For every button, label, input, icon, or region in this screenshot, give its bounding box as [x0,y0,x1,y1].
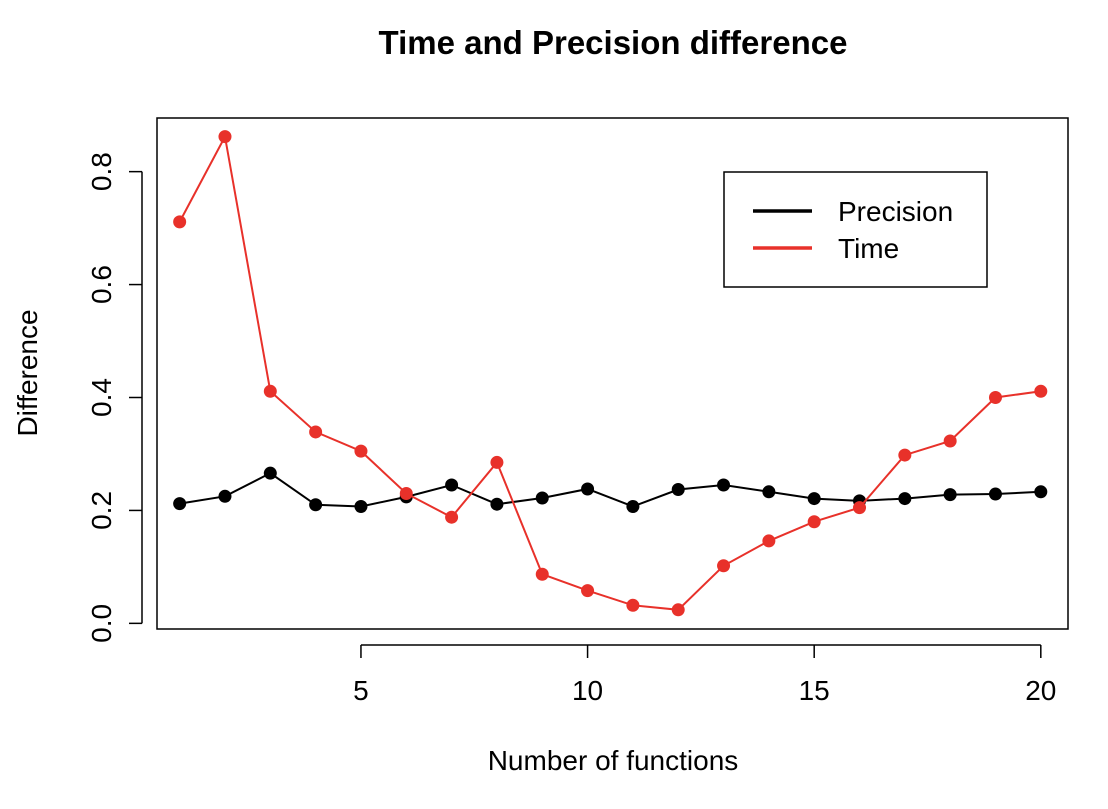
data-point-time [807,515,821,529]
data-point-precision [807,492,821,506]
series-line-precision [179,471,1041,508]
data-point-time [445,510,459,524]
data-point-time [263,384,277,398]
y-tick-label: 0.2 [86,491,117,530]
data-point-precision [173,497,187,511]
y-tick-label: 0.8 [86,152,117,191]
x-tick-label: 5 [353,675,369,706]
x-tick-label: 10 [572,675,603,706]
x-tick-label: 15 [799,675,830,706]
legend-label-precision: Precision [838,196,953,227]
data-point-time [898,448,912,462]
data-point-precision [1034,485,1048,499]
data-point-precision [671,483,685,497]
data-point-time [309,425,323,439]
legend-label-time: Time [838,233,899,264]
y-axis: 0.0 0.2 0.4 0.6 0.8 [86,152,143,643]
data-point-time [218,130,232,144]
data-point-precision [988,487,1002,501]
series-line-time [178,133,1041,611]
chart-title: Time and Precision difference [379,24,848,61]
data-point-precision [898,492,912,506]
y-tick-label: 0.0 [86,604,117,643]
data-point-time [399,486,413,500]
data-point-precision [943,488,957,502]
data-point-precision [581,482,595,496]
data-point-time [490,455,504,469]
x-axis-label: Number of functions [488,745,739,776]
series-precision [173,466,1048,513]
data-point-time [853,501,867,515]
data-point-time [671,603,685,617]
data-point-time [988,390,1002,404]
data-point-precision [535,491,549,505]
data-point-time [626,598,640,612]
data-point-time [762,534,776,548]
data-point-time [581,584,595,598]
data-point-precision [218,489,232,503]
data-point-time [943,434,957,448]
data-point-precision [762,485,776,499]
data-point-precision [309,498,323,512]
data-point-time [354,444,368,458]
data-point-precision [490,497,504,511]
y-axis-label: Difference [12,309,43,436]
series-layer [173,130,1048,617]
x-axis: 5 10 15 20 [353,644,1056,706]
y-tick-label: 0.4 [86,378,117,417]
series-time [173,130,1048,617]
data-point-time [717,559,731,573]
data-point-time [535,567,549,581]
data-point-precision [445,478,459,492]
data-point-precision [354,499,368,513]
x-tick-label: 20 [1025,675,1056,706]
y-tick-label: 0.6 [86,265,117,304]
data-point-precision [626,499,640,513]
data-point-time [173,215,187,229]
legend: Precision Time [723,171,988,288]
data-point-precision [263,466,277,480]
legend-box [723,171,988,288]
plot-frame [156,117,1069,630]
data-point-time [1034,384,1048,398]
data-point-precision [717,478,731,492]
